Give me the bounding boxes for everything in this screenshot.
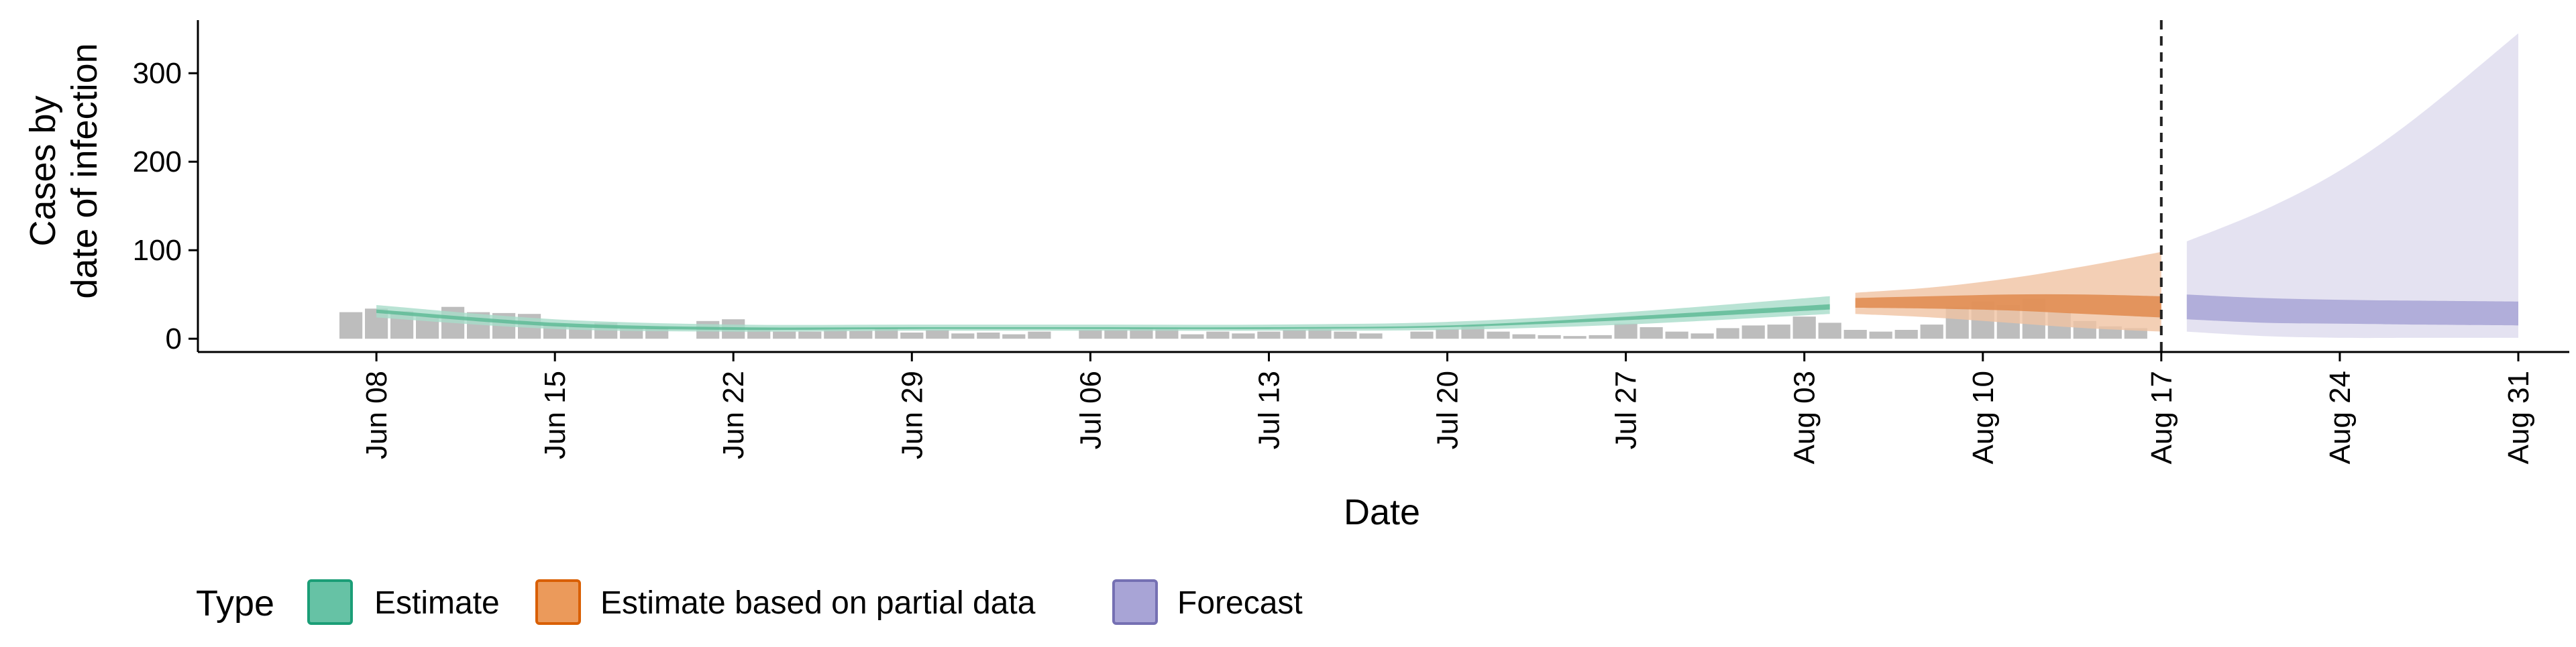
observed-case-bar (1257, 331, 1281, 339)
x-ticks: Jun 08 Jun 15 Jun 22 Jun 29 Jul 06 Jul 13 Jul … (360, 352, 2535, 464)
partial-estimate-band-50 (1855, 294, 2161, 318)
x-tick-label: Aug 10 (1967, 371, 2000, 464)
observed-case-bar (1665, 331, 1688, 339)
x-tick-label: Aug 31 (2502, 371, 2535, 464)
observed-case-bar (1232, 333, 1255, 339)
observed-case-bar (1792, 316, 1816, 339)
observed-case-bar (1436, 329, 1459, 339)
legend-label-estimate: Estimate (374, 585, 500, 621)
x-tick-label: Jul 13 (1253, 371, 1286, 449)
partial-estimate-band-90 (1855, 251, 2161, 332)
observed-case-bar (1563, 336, 1587, 339)
observed-case-bar (1002, 334, 1026, 339)
y-tick-label: 100 (133, 234, 182, 267)
observed-case-bar (900, 333, 924, 339)
observed-case-bar (1359, 333, 1383, 339)
forecast-band-90 (2186, 33, 2518, 339)
legend: Type Estimate Estimate based on partial … (196, 579, 1303, 625)
observed-case-bar (1155, 329, 1179, 339)
x-tick-label: Jun 22 (717, 371, 750, 459)
observed-case-bar (1741, 325, 1765, 339)
x-tick-label: Aug 03 (1788, 371, 1821, 464)
legend-label-partial-estimate: Estimate based on partial data (600, 585, 1036, 621)
x-tick-label: Jun 29 (896, 371, 928, 459)
x-tick-label: Jun 08 (360, 371, 393, 459)
observed-case-bar (1767, 325, 1790, 339)
x-tick-label: Jul 06 (1074, 371, 1107, 449)
observed-case-bar (1640, 327, 1663, 339)
y-tick-label: 0 (166, 322, 182, 355)
x-tick-label: Jul 27 (1610, 371, 1643, 449)
observed-case-bar (977, 333, 1000, 339)
x-tick-label: Jun 15 (539, 371, 572, 459)
observed-case-bar (1818, 322, 1841, 339)
observed-case-bar (1079, 330, 1102, 339)
observed-case-bar (1206, 331, 1230, 339)
observed-case-bar (1716, 328, 1739, 339)
legend-label-forecast: Forecast (1177, 585, 1303, 621)
observed-case-bar (1308, 329, 1332, 339)
observed-case-bar (1410, 331, 1434, 339)
observed-case-bar (824, 330, 847, 339)
observed-case-bar (951, 333, 975, 339)
y-ticks: 0 100 200 300 (133, 57, 198, 355)
y-axis-title-line-1: Cases by (23, 95, 63, 246)
x-tick-label: Aug 24 (2324, 371, 2357, 464)
observed-case-bar (1894, 330, 1918, 339)
observed-case-bar (1283, 330, 1306, 339)
observed-case-bar (849, 331, 873, 339)
observed-case-bar (1104, 330, 1128, 339)
observed-case-bar (1512, 334, 1536, 339)
observed-case-bar (926, 330, 949, 339)
observed-case-bar (1843, 330, 1867, 339)
estimate-band-90 (376, 296, 1830, 332)
observed-case-bar (798, 331, 822, 339)
observed-case-bar (339, 312, 363, 339)
legend-key-forecast (1112, 579, 1158, 625)
forecast-band-50 (2186, 294, 2518, 326)
observed-case-bar (1487, 331, 1510, 339)
observed-case-bar (1869, 331, 1892, 339)
observed-case-bar (773, 331, 796, 339)
observed-case-bar (1538, 335, 1561, 339)
estimate-bands (376, 33, 2518, 339)
y-axis-title-line-2: date of infection (64, 43, 105, 298)
y-tick-label: 300 (133, 57, 182, 90)
legend-key-partial-estimate (535, 579, 581, 625)
observed-case-bar (1334, 331, 1357, 339)
observed-case-bar (1028, 331, 1051, 339)
observed-case-bar (1181, 334, 1204, 339)
y-tick-label: 200 (133, 145, 182, 178)
observed-case-bar (1690, 333, 1714, 339)
observed-case-bar (1130, 328, 1153, 339)
x-axis-title: Date (1344, 492, 1420, 532)
x-tick-label: Aug 17 (2145, 371, 2178, 464)
observed-case-bar (1614, 323, 1638, 339)
observed-case-bar (1589, 335, 1612, 339)
observed-case-bar (1920, 325, 1943, 339)
legend-title: Type (196, 583, 274, 624)
x-tick-label: Jul 20 (1432, 371, 1464, 449)
legend-key-estimate (307, 579, 353, 625)
